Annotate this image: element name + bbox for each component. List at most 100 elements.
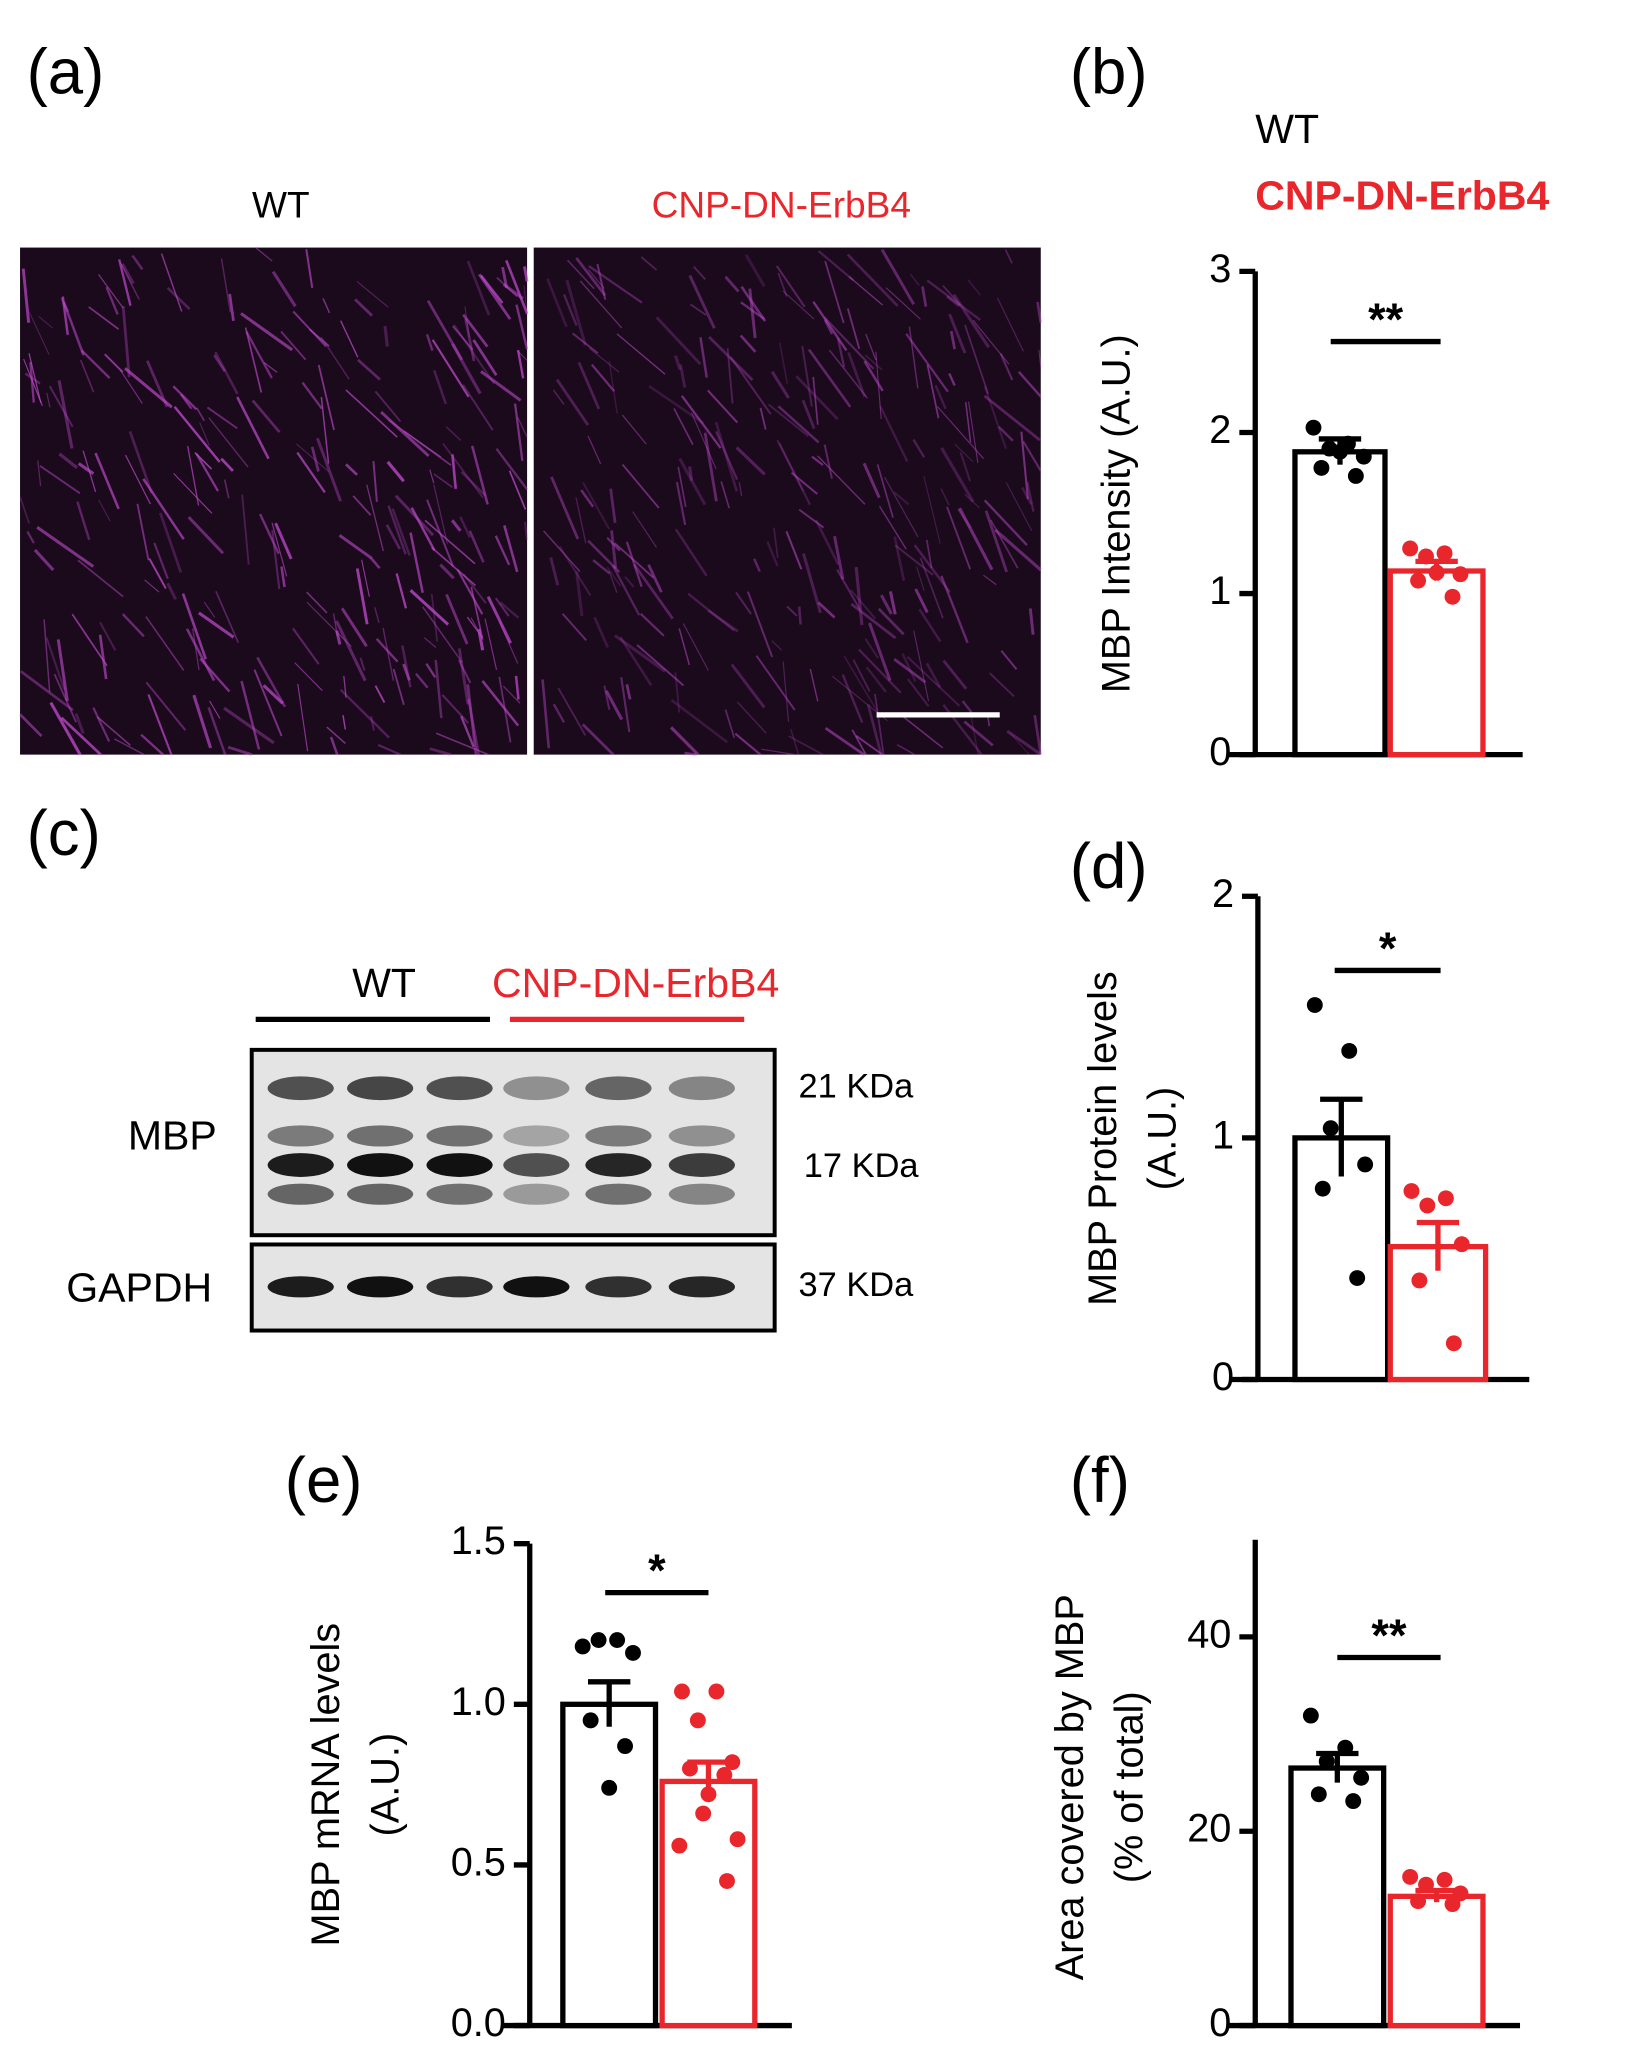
fiber (807, 348, 852, 408)
fiber (549, 557, 560, 586)
fiber (735, 591, 752, 615)
fiber (997, 425, 1014, 442)
fiber (136, 503, 150, 561)
y-tick-label: 2 (1209, 408, 1231, 452)
fiber (729, 356, 772, 415)
fiber (457, 659, 472, 684)
band (668, 1125, 735, 1147)
fiber (195, 453, 219, 492)
fiber (913, 544, 951, 593)
fiber (677, 466, 687, 508)
fiber (688, 466, 694, 481)
fiber (639, 613, 665, 637)
fiber (755, 655, 796, 711)
fiber (431, 546, 477, 587)
fiber (814, 519, 840, 566)
fiber (385, 524, 401, 550)
fiber (688, 274, 716, 329)
fiber (464, 318, 476, 362)
fiber (926, 364, 940, 419)
fiber (508, 470, 527, 510)
fiber (1033, 714, 1043, 755)
fiber (53, 673, 77, 723)
fiber (771, 640, 783, 651)
fiber (670, 699, 729, 744)
fiber (480, 370, 522, 402)
y-tick-label: 40 (1187, 1612, 1231, 1656)
fiber (206, 406, 238, 430)
bar (1387, 1893, 1486, 2029)
fiber (105, 286, 119, 315)
fiber (1020, 431, 1029, 500)
fiber (812, 300, 848, 352)
fiber (770, 370, 790, 399)
fiber (121, 613, 145, 638)
band (585, 1183, 652, 1205)
fiber (877, 607, 905, 636)
fiber (429, 747, 452, 756)
fiber (983, 574, 997, 586)
panel-label: (e) (285, 1445, 363, 1516)
fiber (632, 511, 657, 548)
bar (1292, 449, 1388, 758)
fiber (58, 452, 78, 469)
fiber (460, 471, 487, 497)
fiber (789, 729, 800, 755)
fiber (56, 639, 69, 702)
fiber (332, 613, 339, 637)
fiber (587, 435, 602, 465)
fiber (746, 591, 774, 658)
fiber (616, 333, 666, 375)
fiber (1005, 482, 1033, 532)
fiber (1036, 301, 1043, 323)
panel-label: (a) (27, 37, 105, 108)
band (347, 1125, 414, 1147)
fiber (322, 298, 331, 314)
fiber (693, 265, 706, 281)
fiber (478, 273, 512, 320)
fiber (76, 501, 91, 541)
band (503, 1125, 570, 1147)
fiber (946, 295, 960, 308)
fiber (145, 616, 185, 671)
fiber (948, 372, 956, 387)
fiber (730, 663, 766, 709)
fiber (817, 455, 866, 505)
fiber (782, 661, 790, 722)
fiber (425, 333, 434, 352)
fiber (292, 627, 320, 665)
fiber (228, 293, 235, 322)
fiber (19, 496, 30, 524)
fiber (675, 481, 687, 526)
fiber (213, 354, 226, 373)
fiber (425, 662, 437, 678)
band (347, 1076, 414, 1101)
fiber (561, 613, 587, 641)
fiber (457, 648, 470, 705)
fiber (92, 707, 111, 742)
band (267, 1076, 334, 1101)
y-tick-label: 0 (1209, 730, 1231, 774)
y-axis-label: (A.U.) (1141, 1087, 1185, 1191)
fiber (809, 668, 819, 702)
fiber (410, 507, 436, 552)
fiber (707, 389, 739, 424)
fiber (850, 602, 897, 640)
fiber (240, 312, 294, 352)
fiber (876, 464, 894, 518)
data-point (1355, 448, 1372, 465)
fiber (691, 412, 717, 470)
fiber (879, 405, 909, 462)
fiber (33, 548, 55, 572)
fiber (824, 260, 845, 324)
legend-entry: WT (1255, 106, 1319, 152)
fiber (486, 596, 512, 644)
fiber (565, 279, 587, 346)
fiber (71, 613, 108, 667)
fiber (836, 337, 846, 368)
fiber (655, 316, 702, 366)
fiber (481, 680, 520, 727)
band (426, 1183, 493, 1205)
fiber (790, 471, 818, 495)
